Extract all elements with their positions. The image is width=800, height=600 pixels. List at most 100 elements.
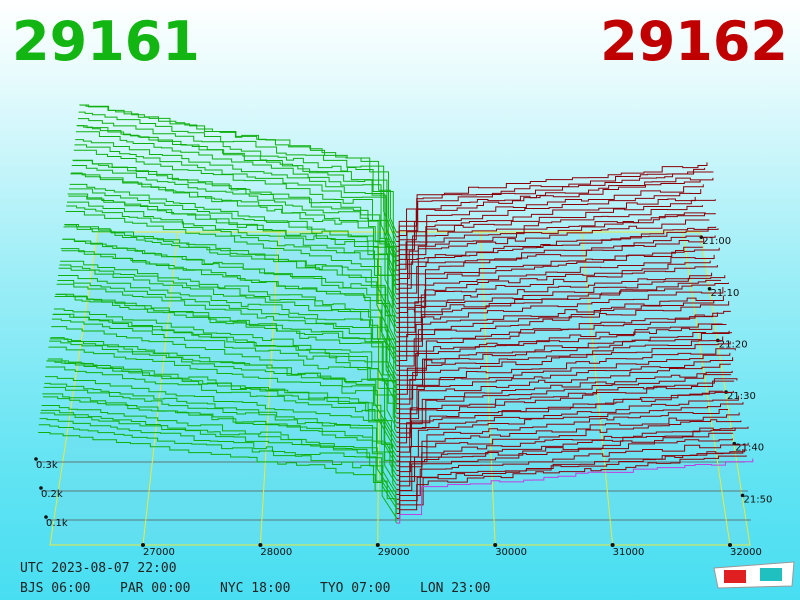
price-label: 30000	[495, 547, 527, 558]
bid-depth-line	[40, 412, 398, 510]
price-grid-line	[581, 231, 614, 546]
ask-depth-line	[396, 378, 738, 443]
ask-depth-line	[396, 380, 735, 448]
ask-depth-line	[396, 352, 731, 419]
bid-depth-line	[46, 360, 398, 467]
ask-depth-line	[396, 374, 732, 438]
ask-depth-line	[396, 432, 734, 495]
ask-depth-line	[396, 332, 732, 400]
bid-depth-line	[79, 104, 397, 237]
ask-depth-line	[396, 412, 740, 476]
ask-depth-line	[396, 395, 739, 462]
bid-depth-line	[45, 366, 398, 471]
ask-depth-line	[396, 235, 701, 305]
price-tick	[610, 543, 615, 547]
price-label: 29000	[378, 547, 410, 558]
ask-depth-line	[396, 184, 704, 257]
ask-depth-line	[396, 348, 736, 414]
bid-depth-line	[42, 396, 398, 490]
bid-depth-line	[72, 159, 397, 285]
bid-depth-line	[73, 160, 397, 280]
price-tick	[493, 543, 498, 547]
price-grid-line	[682, 231, 731, 546]
price-label: 31000	[613, 547, 645, 558]
bid-depth-line	[63, 226, 397, 347]
price-tick	[141, 543, 145, 547]
ask-depth-line	[396, 219, 710, 290]
bid-depth-line	[51, 326, 398, 433]
bid-depth-line	[68, 195, 397, 314]
bid-depth-line	[61, 250, 397, 362]
bid-depth-line	[49, 340, 398, 447]
bid-price: 29161	[12, 10, 200, 73]
ask-depth-line	[396, 336, 724, 405]
price-tick	[728, 543, 732, 547]
price-label: 28000	[260, 547, 292, 558]
bid-depth-line	[58, 275, 397, 385]
bid-depth-line	[55, 293, 397, 405]
ask-depth-line	[396, 458, 754, 524]
bid-depth-line	[57, 280, 397, 390]
ask-depth-line	[396, 301, 730, 371]
bid-depth-line	[71, 172, 397, 295]
3d-glasses-toggle[interactable]	[713, 561, 795, 589]
ask-depth-line	[396, 390, 724, 457]
ask-depth-line	[396, 427, 736, 491]
price-tick	[375, 543, 380, 547]
ask-depth-line	[396, 226, 717, 300]
time-dot	[707, 286, 712, 291]
ask-depth-line	[396, 264, 718, 333]
bid-depth-line	[64, 224, 397, 338]
ask-depth-line	[396, 324, 727, 390]
bid-depth-line	[53, 308, 397, 414]
bid-depth-line	[59, 264, 397, 376]
ask-depth-line	[396, 275, 726, 343]
depth-label: 0.2k	[41, 489, 63, 500]
bid-depth-line	[77, 118, 397, 247]
bid-depth-line	[54, 296, 397, 409]
ask-depth-line	[396, 312, 718, 381]
bid-depth-line	[56, 283, 397, 395]
bid-depth-line	[38, 431, 398, 524]
ask-depth-line	[396, 247, 720, 319]
depth-dot	[39, 486, 43, 490]
ask-depth-line	[396, 402, 744, 467]
ask-price: 29162	[600, 10, 788, 73]
zone-time: PAR 00:00	[120, 581, 190, 596]
bid-depth-line	[43, 386, 398, 486]
ask-depth-line	[396, 419, 742, 481]
zone-time: BJS 06:00	[20, 581, 90, 596]
ask-depth-line	[396, 179, 701, 252]
bid-depth-line	[65, 210, 397, 333]
ask-depth-line	[396, 196, 696, 266]
time-label: 21:40	[735, 443, 764, 454]
ask-depth-line	[396, 189, 702, 262]
bid-depth-line	[55, 293, 397, 400]
ask-depth-line	[396, 448, 746, 515]
time-label: 21:10	[711, 288, 740, 299]
ask-depth-line	[396, 162, 708, 233]
bid-depth-line	[45, 376, 398, 476]
bid-depth-line	[70, 173, 397, 300]
price-label: 32000	[730, 547, 762, 558]
depth-label: 0.1k	[46, 518, 68, 529]
depth-dot	[44, 515, 48, 519]
bid-depth-line	[78, 111, 397, 242]
bid-depth-line	[41, 404, 398, 500]
bid-depth-line	[66, 205, 397, 328]
ask-depth-line	[396, 363, 731, 429]
bid-depth-line	[40, 409, 398, 505]
price-tick	[258, 543, 263, 547]
bid-depth-line	[76, 125, 397, 257]
ask-depth-line	[396, 272, 713, 338]
ask-depth-line	[396, 299, 715, 367]
ask-depth-line	[396, 295, 724, 362]
time-label: 21:30	[727, 391, 756, 402]
bid-depth-line	[62, 238, 397, 357]
ask-depth-line	[396, 287, 724, 357]
ask-depth-line	[396, 227, 719, 295]
bid-depth-line	[48, 346, 398, 452]
time-label: 21:50	[744, 494, 773, 505]
